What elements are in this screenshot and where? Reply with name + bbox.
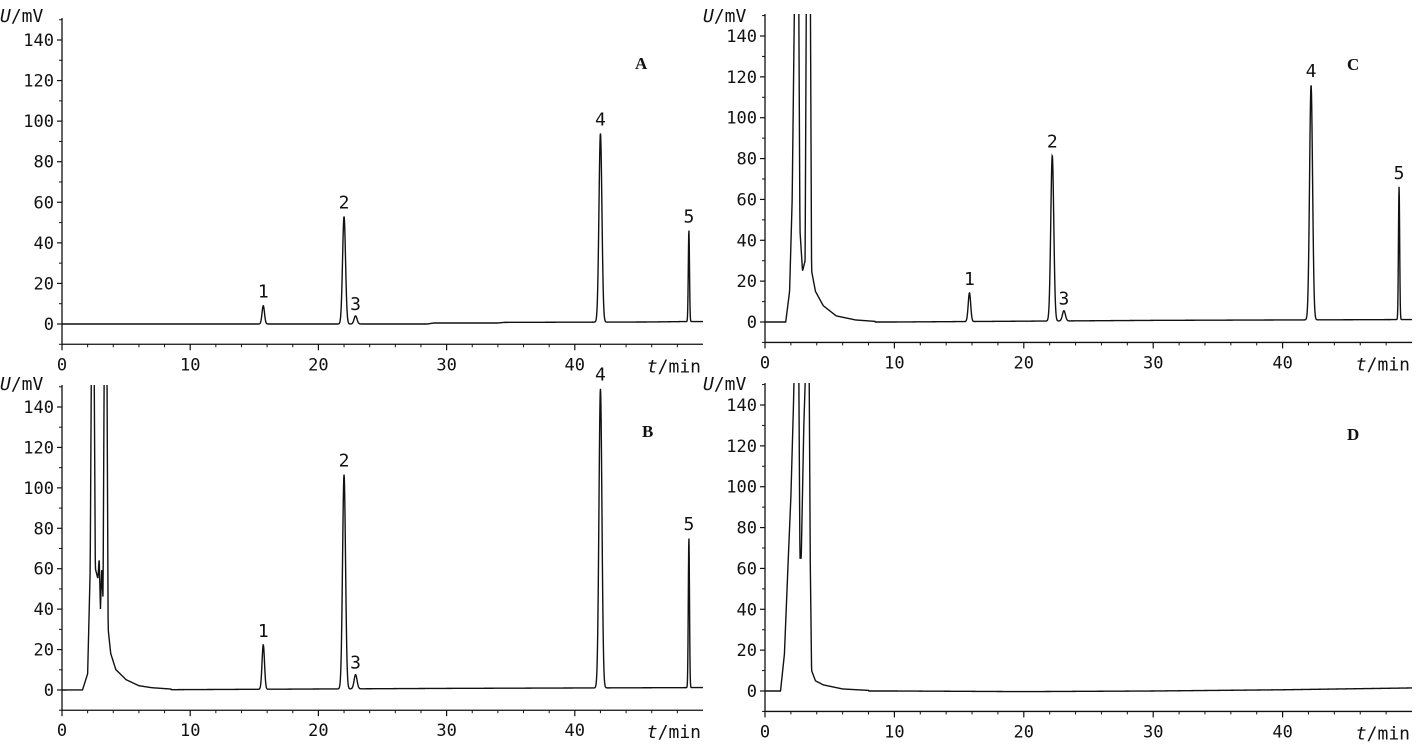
y-tick-label: 0: [44, 681, 54, 701]
y-tick-label: 20: [34, 641, 54, 661]
y-tick-label: 40: [34, 600, 54, 620]
x-tick-label: 0: [57, 721, 67, 741]
x-tick-label: 20: [1014, 353, 1034, 373]
x-tick-label: 20: [308, 721, 328, 741]
y-tick-label: 120: [23, 438, 54, 458]
peak-label: 1: [964, 269, 975, 290]
y-tick-label: 80: [737, 150, 757, 170]
peak-label: 3: [350, 294, 361, 315]
x-axis-label: t/min: [647, 722, 701, 743]
peak-label: 4: [595, 109, 606, 130]
panel-letter: C: [1347, 55, 1359, 74]
peak-label: 5: [683, 514, 694, 535]
x-tick-label: 40: [565, 721, 585, 741]
x-tick-label: 20: [308, 355, 328, 375]
x-axis-label: t/min: [1356, 723, 1410, 744]
y-tick-label: 100: [726, 478, 757, 498]
y-tick-label: 40: [737, 231, 757, 251]
panel-letter: A: [635, 54, 648, 73]
y-tick-label: 40: [737, 600, 757, 620]
panel-d: 0 20 40 60 80 100 120 140 0 10 20 30 40 U/mV t/min D: [703, 374, 1412, 744]
peak-label: 2: [339, 451, 350, 472]
chromatogram-trace: [62, 133, 703, 325]
peak-label: 1: [258, 621, 269, 642]
panel-b: 0 20 40 60 80 100 120 140 0 10 20 30 40 U/mV t/min B 1 2 3…: [0, 365, 704, 743]
y-tick-label: 80: [34, 519, 54, 539]
x-tick-label: 0: [760, 722, 770, 742]
peak-label: 3: [350, 653, 361, 674]
x-tick-label: 20: [1014, 722, 1034, 742]
x-tick-label: 30: [436, 355, 456, 375]
y-tick-label: 20: [737, 641, 757, 661]
y-tick-label: 120: [23, 72, 54, 92]
x-axis-label: t/min: [647, 356, 701, 377]
x-tick-label: 40: [1272, 353, 1292, 373]
peak-label: 3: [1058, 289, 1069, 310]
x-tick-label: 0: [760, 353, 770, 373]
peak-label: 1: [258, 282, 269, 303]
y-axis-label: U/mV: [703, 6, 747, 27]
peak-label: 5: [683, 206, 694, 227]
y-tick-label: 140: [23, 31, 54, 51]
peak-label: 4: [1306, 61, 1317, 82]
y-tick-label: 80: [34, 153, 54, 173]
y-tick-label: 100: [23, 479, 54, 499]
y-axis-label: U/mV: [0, 6, 44, 27]
y-tick-label: 120: [726, 68, 757, 88]
y-tick-label: 100: [23, 112, 54, 132]
y-tick-label: 60: [34, 560, 54, 580]
x-tick-label: 30: [436, 721, 456, 741]
panel-letter: D: [1347, 425, 1359, 444]
y-tick-label: 60: [737, 559, 757, 579]
chromatogram-trace: [765, 383, 1412, 693]
y-tick-label: 100: [726, 109, 757, 129]
x-tick-label: 40: [1272, 722, 1292, 742]
x-tick-label: 10: [884, 353, 904, 373]
y-tick-label: 140: [726, 27, 757, 47]
y-tick-label: 60: [34, 193, 54, 213]
x-tick-label: 40: [565, 355, 585, 375]
panel-c: 0 20 40 60 80 100 120 140 0 10 20 30 40 U/mV t/min C 1 2 3…: [703, 6, 1412, 375]
x-tick-label: 10: [884, 722, 904, 742]
peak-label: 5: [1394, 163, 1405, 184]
y-tick-label: 140: [726, 396, 757, 416]
chromatogram-trace: [62, 385, 704, 691]
x-tick-label: 30: [1143, 353, 1163, 373]
y-tick-label: 40: [34, 234, 54, 254]
y-tick-label: 120: [726, 437, 757, 457]
peak-label: 4: [595, 365, 606, 386]
panel-a: 0 20 40 60 80 100 120 140 0 10 20 30 40 U/mV t/min A 1 2 3…: [0, 6, 703, 377]
y-tick-label: 0: [747, 313, 757, 333]
y-axis-label: U/mV: [0, 374, 44, 395]
y-tick-label: 20: [737, 272, 757, 292]
y-axis-label: U/mV: [703, 374, 747, 395]
panel-letter: B: [642, 422, 653, 441]
peak-label: 2: [1047, 132, 1058, 153]
x-tick-label: 10: [180, 355, 200, 375]
y-tick-label: 80: [737, 519, 757, 539]
x-tick-label: 0: [57, 355, 67, 375]
y-tick-label: 140: [23, 398, 54, 418]
y-tick-label: 20: [34, 274, 54, 294]
y-tick-label: 60: [737, 190, 757, 210]
peak-label: 2: [339, 192, 350, 213]
chromatogram-trace: [765, 14, 1412, 323]
x-tick-label: 30: [1143, 722, 1163, 742]
y-tick-label: 0: [747, 682, 757, 702]
x-tick-label: 10: [180, 721, 200, 741]
y-tick-label: 0: [44, 315, 54, 335]
x-axis-label: t/min: [1356, 354, 1410, 375]
